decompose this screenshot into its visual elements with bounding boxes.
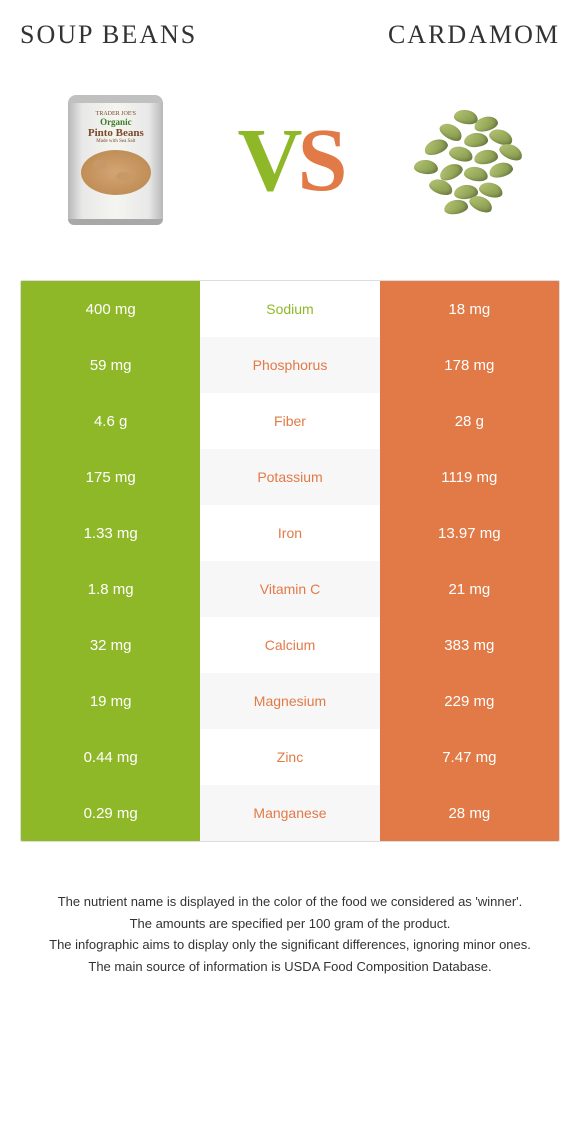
table-row: 32 mgCalcium383 mg — [21, 617, 559, 673]
right-food-title: CARDAMOM — [388, 20, 560, 50]
left-value: 59 mg — [21, 337, 200, 393]
right-value: 383 mg — [380, 617, 559, 673]
table-row: 4.6 gFiber28 g — [21, 393, 559, 449]
nutrient-name: Zinc — [200, 729, 379, 785]
compare-images: TRADER JOE'S Organic Pinto Beans Made wi… — [20, 70, 560, 250]
right-value: 21 mg — [380, 561, 559, 617]
left-value: 1.33 mg — [21, 505, 200, 561]
nutrient-name: Manganese — [200, 785, 379, 841]
left-value: 175 mg — [21, 449, 200, 505]
nutrient-name: Phosphorus — [200, 337, 379, 393]
table-row: 19 mgMagnesium229 mg — [21, 673, 559, 729]
table-row: 0.29 mgManganese28 mg — [21, 785, 559, 841]
nutrient-name: Magnesium — [200, 673, 379, 729]
header: SOUP BEANS CARDAMOM — [20, 20, 560, 50]
nutrient-table: 400 mgSodium18 mg59 mgPhosphorus178 mg4.… — [20, 280, 560, 842]
table-row: 175 mgPotassium1119 mg — [21, 449, 559, 505]
table-row: 1.33 mgIron13.97 mg — [21, 505, 559, 561]
left-value: 400 mg — [21, 281, 200, 337]
cardamom-icon — [394, 105, 534, 215]
right-value: 28 g — [380, 393, 559, 449]
nutrient-name: Sodium — [200, 281, 379, 337]
left-food-image: TRADER JOE'S Organic Pinto Beans Made wi… — [46, 80, 186, 240]
nutrient-name: Calcium — [200, 617, 379, 673]
footnote-line: The infographic aims to display only the… — [20, 935, 560, 955]
footnote-line: The nutrient name is displayed in the co… — [20, 892, 560, 912]
footnote-line: The main source of information is USDA F… — [20, 957, 560, 977]
left-value: 19 mg — [21, 673, 200, 729]
right-value: 1119 mg — [380, 449, 559, 505]
footnotes: The nutrient name is displayed in the co… — [20, 892, 560, 976]
left-value: 32 mg — [21, 617, 200, 673]
nutrient-name: Fiber — [200, 393, 379, 449]
nutrient-name: Vitamin C — [200, 561, 379, 617]
footnote-line: The amounts are specified per 100 gram o… — [20, 914, 560, 934]
right-food-image — [394, 80, 534, 240]
table-row: 400 mgSodium18 mg — [21, 281, 559, 337]
table-row: 59 mgPhosphorus178 mg — [21, 337, 559, 393]
table-row: 0.44 mgZinc7.47 mg — [21, 729, 559, 785]
right-value: 178 mg — [380, 337, 559, 393]
left-value: 1.8 mg — [21, 561, 200, 617]
right-value: 229 mg — [380, 673, 559, 729]
nutrient-name: Potassium — [200, 449, 379, 505]
left-value: 0.44 mg — [21, 729, 200, 785]
beans-can-icon: TRADER JOE'S Organic Pinto Beans Made wi… — [68, 95, 163, 225]
right-value: 28 mg — [380, 785, 559, 841]
table-row: 1.8 mgVitamin C21 mg — [21, 561, 559, 617]
left-value: 0.29 mg — [21, 785, 200, 841]
left-food-title: SOUP BEANS — [20, 20, 197, 50]
right-value: 18 mg — [380, 281, 559, 337]
left-value: 4.6 g — [21, 393, 200, 449]
vs-label: VS — [237, 109, 342, 212]
right-value: 7.47 mg — [380, 729, 559, 785]
right-value: 13.97 mg — [380, 505, 559, 561]
nutrient-name: Iron — [200, 505, 379, 561]
